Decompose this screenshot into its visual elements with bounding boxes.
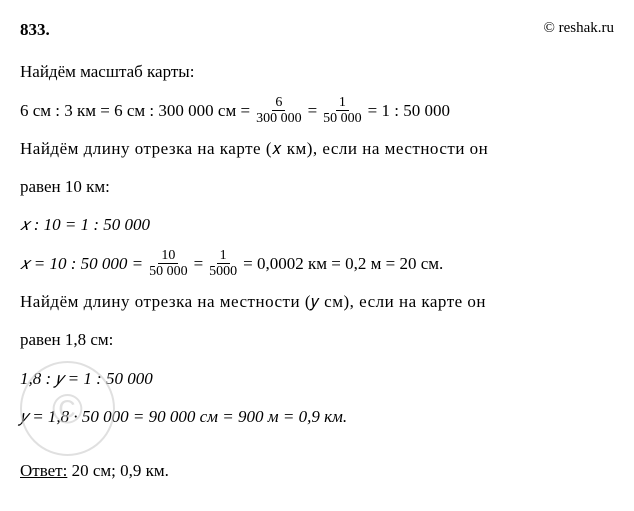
frac-num: 1 xyxy=(336,95,349,111)
intro-text-3b: равен 1,8 см: xyxy=(20,324,614,356)
eq1-part1: 6 см : 3 км = 6 см : 300 000 см = xyxy=(20,95,250,127)
fraction-4: 1 5000 xyxy=(206,248,240,280)
equation-4: 1,8 : 𝑦 = 1 : 50 000 xyxy=(20,363,614,395)
answer-value: 20 см; 0,9 км. xyxy=(67,461,169,480)
intro-text-2b: равен 10 км: xyxy=(20,171,614,203)
intro-text-3: Найдём длину отрезка на местности (𝑦 см)… xyxy=(20,286,614,318)
header: 833. © reshak.ru xyxy=(20,14,614,46)
intro-text-1: Найдём масштаб карты: xyxy=(20,56,614,88)
eq1-part2: = xyxy=(308,95,318,127)
problem-number: 833. xyxy=(20,14,50,46)
eq3-part2: = xyxy=(194,248,204,280)
frac-num: 10 xyxy=(158,248,178,264)
fraction-3: 10 50 000 xyxy=(146,248,191,280)
frac-num: 1 xyxy=(217,248,230,264)
eq1-part3: = 1 : 50 000 xyxy=(368,95,450,127)
equation-3: 𝑥 = 10 : 50 000 = 10 50 000 = 1 5000 = 0… xyxy=(20,248,614,280)
eq3-part3: = 0,0002 км = 0,2 м = 20 см. xyxy=(243,248,443,280)
frac-num: 6 xyxy=(272,95,285,111)
frac-den: 5000 xyxy=(206,264,240,279)
frac-den: 50 000 xyxy=(146,264,191,279)
equation-5: 𝑦 = 1,8 · 50 000 = 90 000 см = 900 м = 0… xyxy=(20,401,614,433)
eq3-part1: 𝑥 = 10 : 50 000 = xyxy=(20,248,143,280)
frac-den: 300 000 xyxy=(253,111,305,126)
source-link: © reshak.ru xyxy=(543,14,614,46)
fraction-1: 6 300 000 xyxy=(253,95,305,127)
answer: Ответ: 20 см; 0,9 км. xyxy=(20,455,614,487)
equation-1: 6 см : 3 км = 6 см : 300 000 см = 6 300 … xyxy=(20,95,614,127)
frac-den: 50 000 xyxy=(320,111,365,126)
answer-label: Ответ: xyxy=(20,461,67,480)
equation-2: 𝑥 : 10 = 1 : 50 000 xyxy=(20,209,614,241)
intro-text-2: Найдём длину отрезка на карте (𝑥 км), ес… xyxy=(20,133,614,165)
fraction-2: 1 50 000 xyxy=(320,95,365,127)
